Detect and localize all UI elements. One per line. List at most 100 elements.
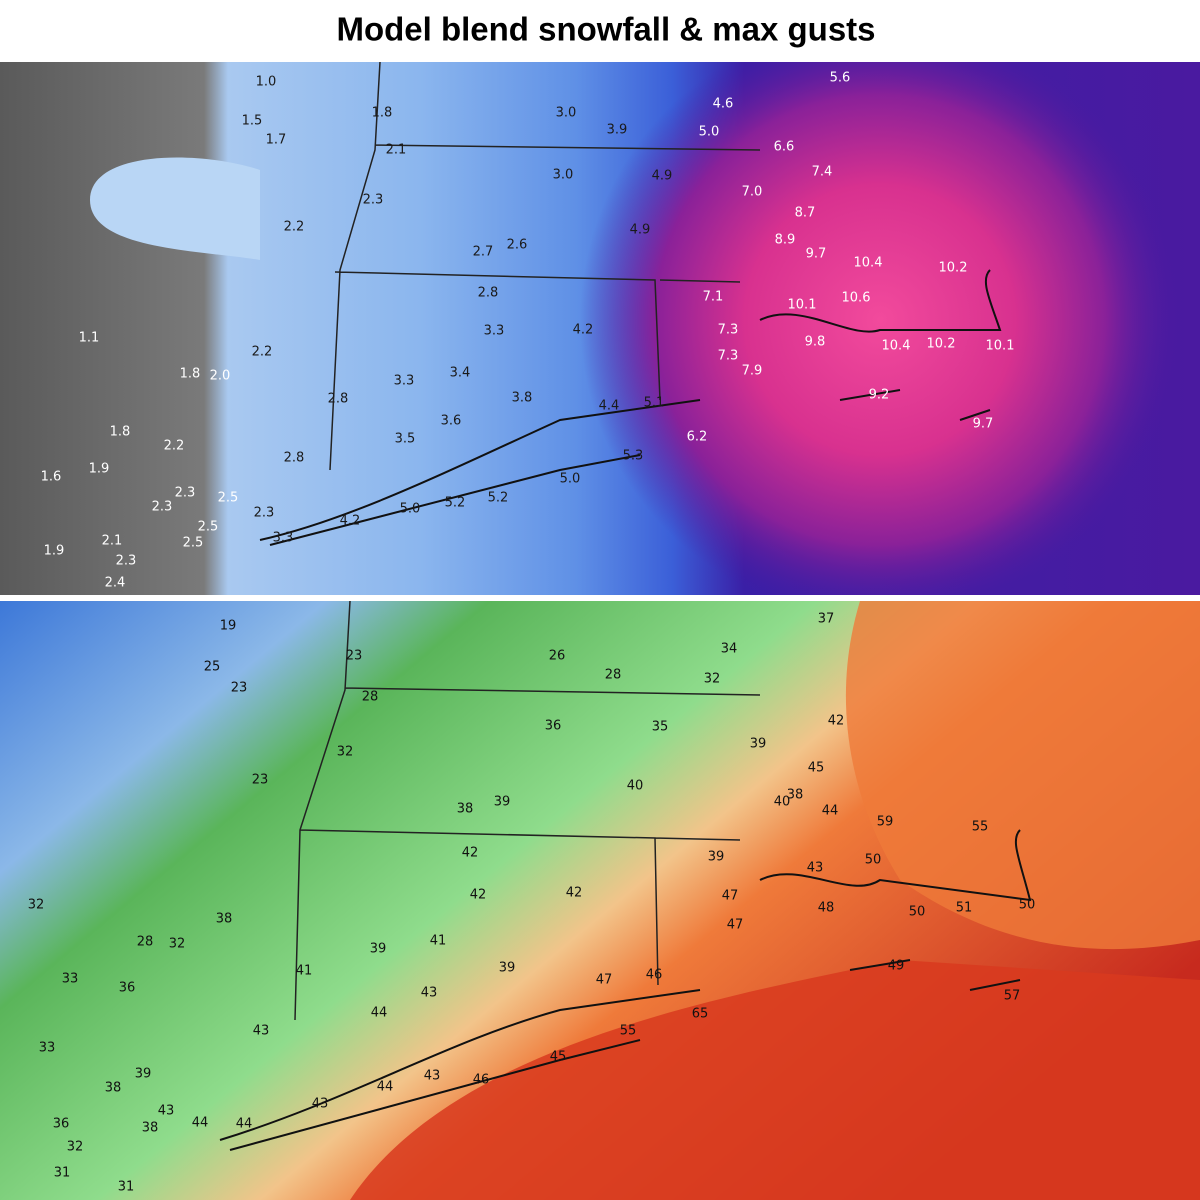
snowfall-label: 2.2 (252, 345, 273, 360)
gusts-label: 46 (646, 968, 663, 983)
gusts-label: 41 (296, 964, 313, 979)
gusts-label: 40 (774, 795, 791, 810)
gusts-label: 32 (169, 937, 186, 952)
snowfall-label: 2.3 (363, 193, 384, 208)
state-borders (294, 600, 761, 1021)
snowfall-label: 1.9 (89, 462, 110, 477)
gusts-label: 39 (499, 961, 516, 976)
snowfall-label: 10.6 (842, 291, 871, 306)
snowfall-label: 2.2 (164, 439, 185, 454)
gusts-label: 55 (972, 820, 989, 835)
gusts-label: 42 (470, 888, 487, 903)
snowfall-label: 3.0 (553, 168, 574, 183)
gusts-label: 23 (252, 773, 269, 788)
snowfall-label: 9.7 (973, 417, 994, 432)
gusts-label: 43 (807, 861, 824, 876)
snowfall-label: 2.4 (105, 576, 126, 591)
gusts-label: 50 (1019, 898, 1036, 913)
gusts-label: 23 (231, 681, 248, 696)
state-borders (329, 61, 761, 471)
gusts-label: 40 (627, 779, 644, 794)
snowfall-label: 7.3 (718, 323, 739, 338)
snowfall-label: 10.2 (927, 337, 956, 352)
gusts-label: 42 (828, 714, 845, 729)
snow-shade (90, 157, 260, 260)
gusts-label: 44 (377, 1080, 394, 1095)
snowfall-label: 4.2 (340, 514, 361, 529)
divider (0, 595, 1200, 601)
gusts-label: 55 (620, 1024, 637, 1039)
gusts-label: 31 (54, 1166, 71, 1181)
gusts-label: 39 (370, 942, 387, 957)
gusts-label: 36 (545, 719, 562, 734)
gusts-label: 42 (566, 886, 583, 901)
snowfall-label: 1.8 (110, 425, 131, 440)
snowfall-label: 7.9 (742, 364, 763, 379)
snowfall-label: 10.1 (986, 339, 1015, 354)
snowfall-label: 10.2 (939, 261, 968, 276)
snowfall-label: 7.0 (742, 185, 763, 200)
snowfall-label: 1.8 (180, 367, 201, 382)
gusts-label: 43 (312, 1097, 329, 1112)
snowfall-label: 2.5 (198, 520, 219, 535)
gust-shade (845, 601, 1200, 950)
gusts-label: 39 (494, 795, 511, 810)
snowfall-label: 8.9 (775, 233, 796, 248)
snowfall-label: 2.3 (116, 554, 137, 569)
gusts-label: 45 (808, 761, 825, 776)
snowfall-label: 10.4 (854, 256, 883, 271)
gusts-label: 43 (424, 1069, 441, 1084)
snowfall-label: 1.6 (41, 470, 62, 485)
snowfall-label: 1.9 (44, 544, 65, 559)
gusts-label: 45 (550, 1050, 567, 1065)
snowfall-label: 9.2 (869, 388, 890, 403)
snowfall-label: 2.5 (218, 491, 239, 506)
gusts-label: 31 (118, 1180, 135, 1195)
snowfall-label: 4.4 (599, 399, 620, 414)
gusts-label: 38 (216, 912, 233, 927)
snowfall-label: 3.9 (607, 123, 628, 138)
gusts-label: 33 (62, 972, 79, 987)
snowfall-label: 1.8 (372, 106, 393, 121)
gusts-label: 35 (652, 720, 669, 735)
gusts-label: 37 (818, 612, 835, 627)
title-bar (0, 0, 1200, 62)
snowfall-label: 5.6 (830, 71, 851, 86)
gusts-label: 28 (362, 690, 379, 705)
snowfall-label: 4.2 (573, 323, 594, 338)
snowfall-max-area (0, 62, 1200, 595)
snowfall-label: 5.2 (488, 491, 509, 506)
gusts-label: 38 (457, 802, 474, 817)
gusts-label: 28 (137, 935, 154, 950)
snowfall-label: 10.1 (788, 298, 817, 313)
gusts-map (0, 600, 1200, 1200)
gusts-label: 57 (1004, 989, 1021, 1004)
snowfall-label: 2.3 (175, 486, 196, 501)
gust-shade (350, 960, 1200, 1200)
snowfall-label: 2.1 (102, 534, 123, 549)
gusts-label: 48 (818, 901, 835, 916)
snowfall-label: 3.3 (273, 531, 294, 546)
gusts-label: 47 (727, 918, 744, 933)
gusts-label: 36 (53, 1117, 70, 1132)
snowfall-label: 1.5 (242, 114, 263, 129)
snowfall-label: 7.1 (703, 290, 724, 305)
gusts-label: 44 (236, 1117, 253, 1132)
snowfall-label: 4.6 (713, 97, 734, 112)
gusts-label: 33 (39, 1041, 56, 1056)
gusts-label: 38 (105, 1081, 122, 1096)
gusts-label: 38 (142, 1121, 159, 1136)
snowfall-label: 3.3 (394, 374, 415, 389)
snowfall-label: 1.7 (266, 133, 287, 148)
gusts-label: 39 (750, 737, 767, 752)
snowfall-label: 7.4 (812, 165, 833, 180)
gusts-label: 39 (135, 1067, 152, 1082)
snowfall-label: 2.6 (507, 238, 528, 253)
gusts-label: 39 (708, 850, 725, 865)
gusts-label: 32 (67, 1140, 84, 1155)
snowfall-label: 2.1 (386, 143, 407, 158)
snowfall-label: 6.6 (774, 140, 795, 155)
snowfall-label: 2.3 (254, 506, 275, 521)
title: Model blend snowfall & max gusts (336, 11, 875, 48)
